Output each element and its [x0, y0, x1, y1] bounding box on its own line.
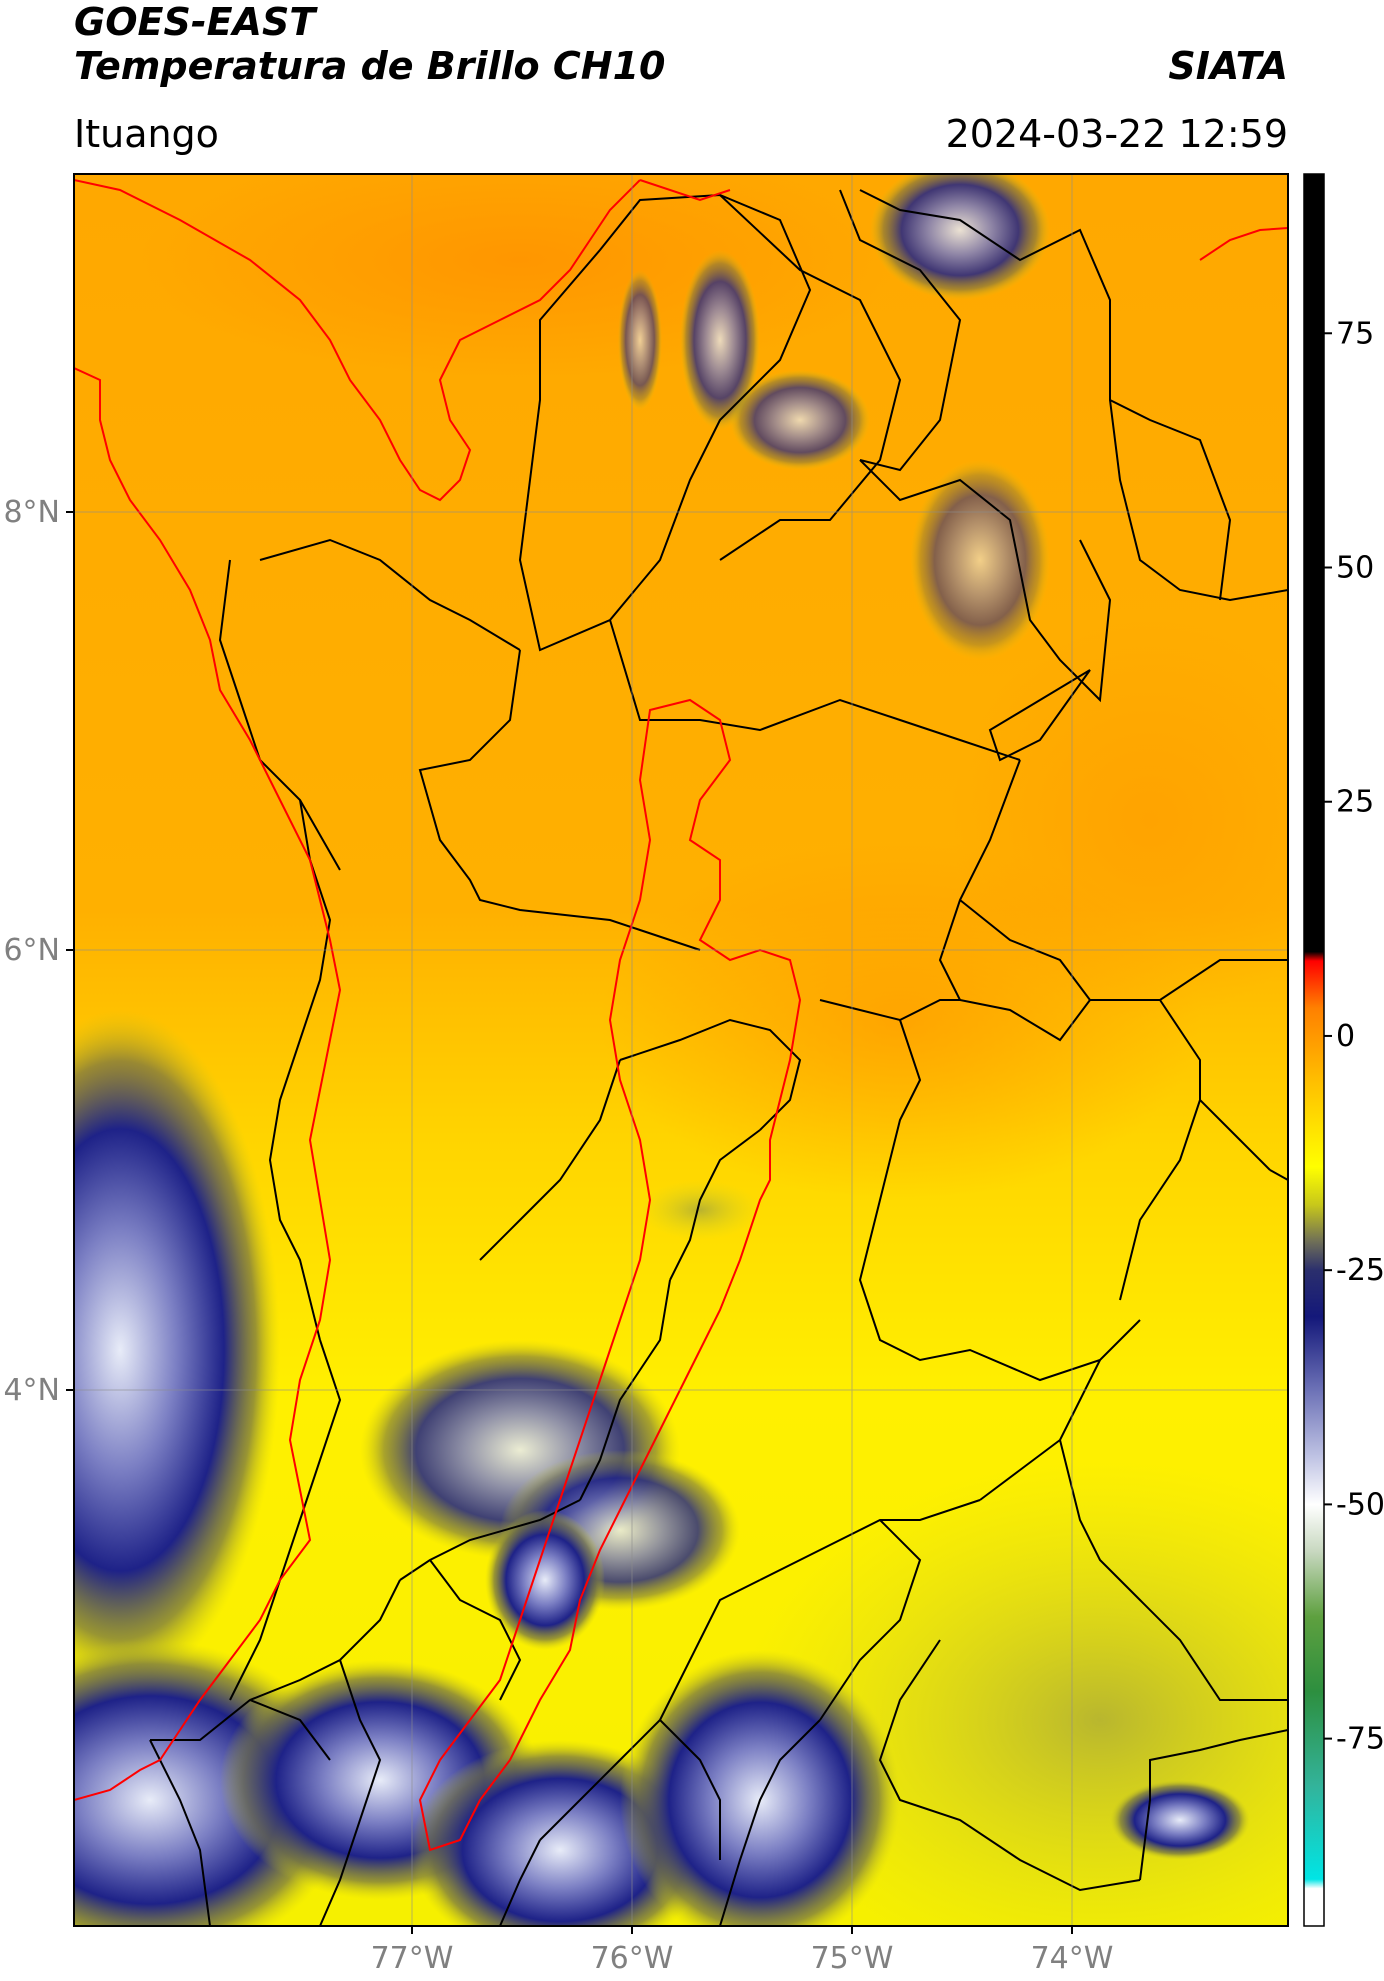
lat-tick-label: 4°N [3, 1373, 60, 1408]
lon-tick-label: 77°W [371, 1941, 454, 1976]
colorbar-tick-label: -50 [1336, 1487, 1384, 1522]
colorbar-tick-label: 0 [1336, 1019, 1355, 1054]
department-borders [149, 189, 1288, 1926]
lon-tick-label: 75°W [811, 1941, 894, 1976]
colorbar-tick-label: 25 [1336, 785, 1374, 820]
brand-label: SIATA [1168, 44, 1288, 88]
gridlines [74, 174, 1288, 1926]
colorbar: 75 50 25 0 -25 -50 -75 [1303, 173, 1384, 1927]
timestamp-label: 2024-03-22 12:59 [945, 112, 1288, 156]
colorbar-tick-label: -75 [1336, 1722, 1384, 1757]
lon-tick-label: 74°W [1031, 1941, 1114, 1976]
satellite-name: GOES-EAST [74, 0, 316, 44]
lat-axis: 8°N 6°N 4°N [3, 495, 74, 1408]
colorbar-fill [1303, 173, 1325, 1927]
colorbar-tick-label: 75 [1336, 316, 1374, 351]
product-title: Temperatura de Brillo CH10 [74, 44, 666, 88]
location-label: Ituango [74, 112, 219, 156]
map-frame [73, 173, 1289, 1927]
colorbar-tick-label: 50 [1336, 550, 1374, 585]
coastline-and-region-outline [74, 179, 1288, 1852]
lat-tick-label: 8°N [3, 495, 60, 530]
lat-tick-label: 6°N [3, 933, 60, 968]
lon-axis: 77°W 76°W 75°W 74°W [371, 1926, 1114, 1976]
colorbar-tick-label: -25 [1336, 1253, 1384, 1288]
brightness-temperature-field [74, 174, 1288, 1926]
lon-tick-label: 76°W [591, 1941, 674, 1976]
